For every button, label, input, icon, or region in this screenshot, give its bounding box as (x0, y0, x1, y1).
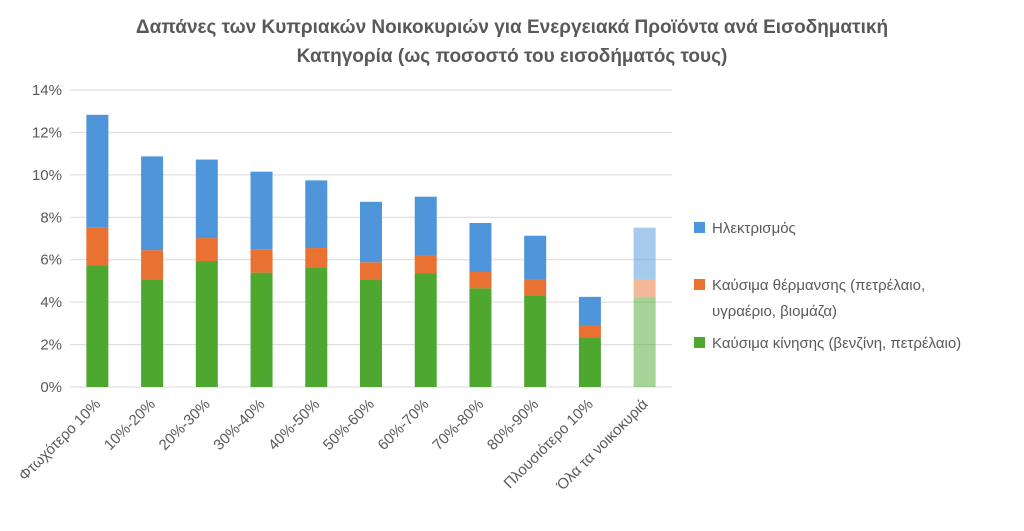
bar-segment-series-2 (524, 235, 547, 280)
bar-segment-series-1 (633, 279, 656, 297)
legend-swatch (694, 337, 705, 348)
x-tick-label: 50%-60% (320, 396, 378, 454)
bar-segment-series-0 (524, 295, 547, 387)
bar-segment-series-0 (141, 279, 164, 387)
x-tick-label: 10%-20% (101, 396, 159, 454)
y-tick-label: 2% (40, 337, 62, 354)
x-tick-label: Όλα τα νοικοκυριά (553, 396, 652, 495)
bar-segment-series-0 (305, 267, 328, 387)
bar-segment-series-1 (141, 250, 164, 280)
bar-segment-series-1 (578, 325, 601, 338)
bar-segment-series-2 (195, 159, 218, 239)
bar-segment-series-0 (414, 273, 437, 387)
y-tick-label: 4% (40, 294, 62, 311)
bar-segment-series-1 (305, 248, 328, 268)
bar-segment-series-1 (524, 279, 547, 296)
x-tick-label: 80%-90% (484, 396, 542, 454)
legend-label: Ηλεκτρισμός (712, 220, 796, 237)
x-tick-label: 40%-50% (265, 396, 323, 454)
bar-segment-series-2 (633, 227, 656, 280)
bar-segment-series-2 (360, 201, 382, 263)
x-tick-label: 30%-40% (210, 396, 268, 454)
bar-segment-series-0 (86, 265, 109, 387)
bar-segment-series-0 (578, 337, 601, 387)
x-tick-label: Φτωχότερο 10% (16, 396, 105, 485)
y-tick-label: 8% (40, 209, 62, 226)
bar-segment-series-1 (195, 238, 218, 261)
bar-segment-series-2 (141, 156, 164, 251)
bar-segment-series-2 (86, 114, 109, 228)
y-tick-label: 10% (32, 167, 62, 184)
legend: Ηλεκτρισμός Καύσιμα θέρμανσης (πετρέλαιο,… (694, 220, 961, 352)
bar-segment-series-0 (469, 288, 492, 387)
bar-segment-series-2 (578, 296, 601, 326)
bar-segment-series-2 (305, 180, 328, 249)
y-axis: 0% 2% 4% 6% 8% 10% 12% 14% (32, 82, 62, 396)
legend-swatch (694, 279, 705, 290)
x-axis: Φτωχότερο 10%10%-20%20%-30%30%-40%40%-50… (16, 396, 652, 495)
bar-segment-series-1 (469, 272, 492, 289)
chart-title: Δαπάνες των Κυπριακών Νοικοκυριών για Εν… (136, 17, 888, 67)
x-tick-label: 60%-70% (375, 396, 433, 454)
chart-title-line-1: Δαπάνες των Κυπριακών Νοικοκυριών για Εν… (136, 17, 888, 38)
y-tick-label: 12% (32, 124, 62, 141)
bar-segment-series-1 (86, 227, 109, 266)
bar-segment-series-0 (195, 260, 218, 387)
bar-segment-series-2 (414, 196, 437, 256)
bar-segment-series-0 (250, 272, 273, 387)
legend-label: Καύσιμα θέρμανσης (πετρέλαιο, (712, 277, 925, 294)
legend-label: υγραέριο, βιομάζα) (712, 303, 837, 320)
y-tick-label: 6% (40, 252, 62, 269)
bar-segment-series-1 (360, 262, 382, 280)
legend-swatch (694, 222, 705, 233)
bars (86, 114, 656, 387)
bar-segment-series-2 (469, 223, 492, 273)
x-tick-label: 70%-80% (429, 396, 487, 454)
chart-title-line-2: Κατηγορία (ως ποσοστό του εισοδήματός το… (297, 46, 728, 67)
legend-label: Καύσιμα κίνησης (βενζίνη, πετρέλαιο) (712, 335, 961, 352)
bar-segment-series-1 (250, 249, 273, 273)
y-tick-label: 14% (32, 82, 62, 99)
bar-segment-series-0 (633, 296, 656, 387)
x-tick-label: 20%-30% (156, 396, 214, 454)
bar-segment-series-2 (250, 171, 273, 250)
y-tick-label: 0% (40, 379, 62, 396)
bar-segment-series-0 (360, 279, 382, 387)
bar-segment-series-1 (414, 255, 437, 274)
